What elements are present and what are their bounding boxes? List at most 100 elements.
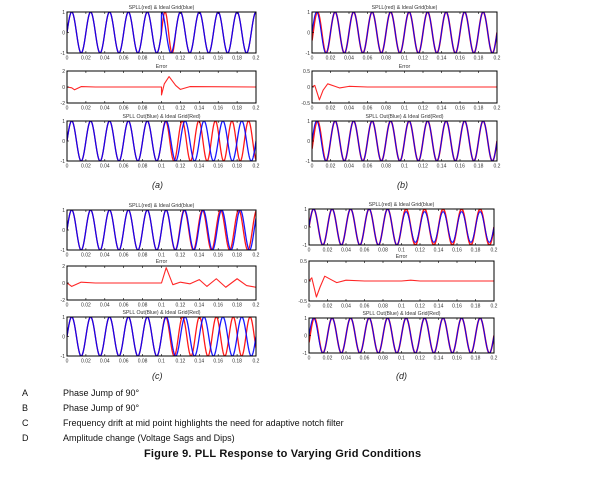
x-tick-label: 0 <box>66 303 69 309</box>
y-tick-label: 0 <box>62 85 65 91</box>
subplot-b-0: SPLL(red) & Ideal Grid(blue) 0 0.02 0.04 0.0… <box>306 5 501 62</box>
x-tick-label: 0.2 <box>491 356 498 362</box>
x-tick-label: 0.08 <box>138 303 148 309</box>
x-tick-label: 0.16 <box>213 253 223 259</box>
x-tick-label: 0.06 <box>119 164 129 170</box>
x-tick-label: 0.14 <box>437 164 447 170</box>
x-tick-label: 0.06 <box>360 304 370 310</box>
y-tick-label: -2 <box>61 101 66 107</box>
subplot-title: SPLL(red) & Ideal Grid(blue) <box>372 5 438 11</box>
y-tick-label: 1 <box>307 10 310 16</box>
x-tick-label: 0.06 <box>119 56 129 62</box>
y-tick-label: 1 <box>307 119 310 125</box>
x-tick-label: 0.02 <box>323 356 333 362</box>
x-tick-label: 0.06 <box>363 56 373 62</box>
series-line <box>67 317 256 356</box>
panel-label-d: (d) <box>396 371 407 381</box>
x-tick-label: 0.2 <box>253 106 260 112</box>
subplot-d-2: SPLL Out(Blue) & Ideal Grid(Red) 0 0.02 0.0… <box>303 311 498 362</box>
x-tick-label: 0.16 <box>213 359 223 365</box>
subplot-title: SPLL Out(Blue) & Ideal Grid(Red) <box>123 310 201 316</box>
x-tick-label: 0 <box>311 106 314 112</box>
x-tick-label: 0.1 <box>158 359 165 365</box>
y-tick-label: -1 <box>61 159 66 165</box>
subplot-title: Error <box>399 64 411 70</box>
y-tick-label: 1 <box>62 208 65 214</box>
subplot-title: Error <box>156 259 168 265</box>
x-tick-label: 0.2 <box>253 56 260 62</box>
x-tick-label: 0.08 <box>381 164 391 170</box>
y-tick-label: 0 <box>62 228 65 234</box>
x-tick-label: 0.18 <box>474 164 484 170</box>
x-tick-label: 0 <box>66 359 69 365</box>
x-tick-label: 0.18 <box>232 359 242 365</box>
x-tick-label: 0.12 <box>176 253 186 259</box>
x-tick-label: 0.18 <box>474 56 484 62</box>
x-tick-label: 0.06 <box>363 106 373 112</box>
x-tick-label: 0.04 <box>100 303 110 309</box>
subplot-b-1: Error 0 0.02 0.04 0.06 0.08 0.1 0.12 0.14 0.16 0.1… <box>301 64 500 112</box>
x-tick-label: 0.18 <box>471 304 481 310</box>
x-tick-label: 0.2 <box>494 106 501 112</box>
x-tick-label: 0.14 <box>437 106 447 112</box>
x-tick-label: 0.02 <box>326 56 336 62</box>
x-tick-label: 0.06 <box>119 359 129 365</box>
x-tick-label: 0.04 <box>341 248 351 254</box>
x-tick-label: 0.02 <box>323 304 333 310</box>
subplot-c-0: SPLL(red) & Ideal Grid(blue) 0 0.02 0.04 0.0… <box>61 203 260 259</box>
legend-text: Frequency drift at mid point highlights … <box>63 418 344 428</box>
error-line <box>67 76 256 96</box>
subplot-title: SPLL Out(Blue) & Ideal Grid(Red) <box>363 311 441 317</box>
x-tick-label: 0.1 <box>158 56 165 62</box>
x-tick-label: 0 <box>311 56 314 62</box>
x-tick-label: 0.18 <box>474 106 484 112</box>
x-tick-label: 0.04 <box>100 56 110 62</box>
y-tick-label: 1 <box>304 207 307 213</box>
x-tick-label: 0.04 <box>344 56 354 62</box>
subplot-d-1: Error 0 0.02 0.04 0.06 0.08 0.1 0.12 0.14 0.16 0.1… <box>298 254 497 310</box>
x-tick-label: 0.06 <box>119 303 129 309</box>
series-line <box>67 12 256 53</box>
x-tick-label: 0.1 <box>401 56 408 62</box>
x-tick-label: 0.14 <box>434 248 444 254</box>
x-tick-label: 0 <box>308 356 311 362</box>
x-tick-label: 0.08 <box>138 359 148 365</box>
subplot-title: Error <box>396 254 408 260</box>
x-tick-label: 0.16 <box>213 56 223 62</box>
plots-canvas: SPLL(red) & Ideal Grid(blue) 0 0.02 0.04 0.0… <box>61 5 501 365</box>
y-tick-label: -1 <box>303 243 308 249</box>
x-tick-label: 0.1 <box>401 106 408 112</box>
series-line <box>309 209 494 245</box>
y-tick-label: -1 <box>61 248 66 254</box>
y-tick-label: 0 <box>307 139 310 145</box>
x-tick-label: 0 <box>308 304 311 310</box>
legend-key: A <box>22 388 29 398</box>
y-tick-label: -1 <box>303 351 308 357</box>
y-tick-label: -1 <box>61 354 66 360</box>
error-line <box>309 275 494 298</box>
panel-label-a: (a) <box>152 180 163 190</box>
x-tick-label: 0.1 <box>158 106 165 112</box>
x-tick-label: 0.18 <box>232 303 242 309</box>
y-tick-label: 0.5 <box>300 259 307 265</box>
x-tick-label: 0.12 <box>418 106 428 112</box>
x-tick-label: 0.18 <box>232 106 242 112</box>
subplot-d-0: SPLL(red) & Ideal Grid(blue) 0 0.02 0.04 0.0… <box>303 202 498 254</box>
subplot-title: SPLL(red) & Ideal Grid(blue) <box>129 5 195 11</box>
subplot-b-2: SPLL Out(Blue) & Ideal Grid(Red) 0 0.02 0.0… <box>306 114 501 170</box>
y-tick-label: 0 <box>62 139 65 145</box>
x-tick-label: 0.14 <box>437 56 447 62</box>
x-tick-label: 0.12 <box>176 106 186 112</box>
y-tick-label: 1 <box>62 10 65 16</box>
x-tick-label: 0.18 <box>471 356 481 362</box>
x-tick-label: 0.12 <box>176 359 186 365</box>
x-tick-label: 0.08 <box>138 164 148 170</box>
x-tick-label: 0.02 <box>326 164 336 170</box>
x-tick-label: 0.16 <box>452 356 462 362</box>
x-tick-label: 0.02 <box>81 359 91 365</box>
x-tick-label: 0.1 <box>158 253 165 259</box>
series-line <box>67 121 256 161</box>
subplot-title: SPLL(red) & Ideal Grid(blue) <box>369 202 435 208</box>
x-tick-label: 0.18 <box>232 253 242 259</box>
x-tick-label: 0.16 <box>213 106 223 112</box>
